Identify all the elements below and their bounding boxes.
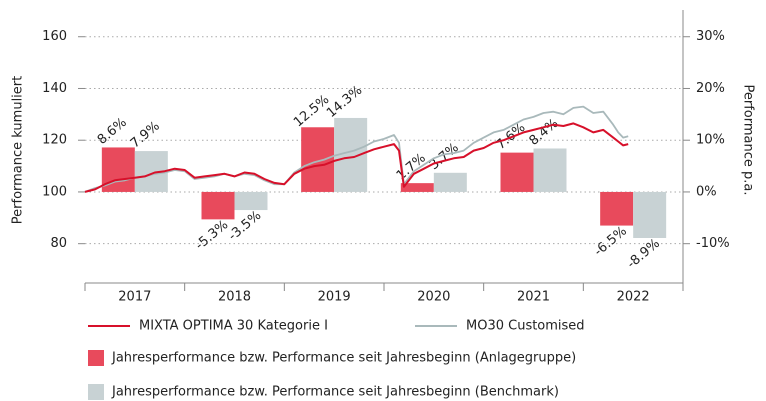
bar xyxy=(201,191,235,220)
y-tick-label: 120 xyxy=(42,133,67,148)
y-axis-label: Performance kumuliert xyxy=(11,76,26,224)
legend-swatch xyxy=(88,384,104,400)
y2-tick-label: 0% xyxy=(696,184,717,199)
legend-label: Jahresperformance bzw. Performance seit … xyxy=(111,385,559,400)
bar xyxy=(433,172,467,192)
legend-label: MO30 Customised xyxy=(466,319,585,334)
bar xyxy=(234,191,268,211)
x-tick-label: 2019 xyxy=(318,290,351,305)
line xyxy=(84,122,629,193)
line xyxy=(84,105,629,193)
bar xyxy=(533,148,567,192)
value-label: -5.3% xyxy=(193,217,232,253)
legend-label: MIXTA OPTIMA 30 Kategorie I xyxy=(139,319,328,334)
legend-label: Jahresperformance bzw. Performance seit … xyxy=(111,351,576,366)
legend-swatch xyxy=(88,350,104,366)
bar xyxy=(600,191,634,226)
value-label: 3.7% xyxy=(427,140,462,173)
value-label: -6.5% xyxy=(591,224,630,260)
value-label: 8.4% xyxy=(527,116,562,149)
y2-tick-label: -10% xyxy=(696,236,730,251)
bar xyxy=(633,191,667,238)
y-tick-label: 160 xyxy=(42,29,67,44)
bar xyxy=(400,183,434,192)
x-tick-label: 2022 xyxy=(617,290,650,305)
value-label: 8.6% xyxy=(95,115,130,148)
x-tick-label: 2017 xyxy=(118,290,151,305)
y2-axis-label: Performance p.a. xyxy=(741,85,756,196)
y-tick-label: 80 xyxy=(50,236,67,251)
x-tick-label: 2020 xyxy=(417,290,450,305)
x-tick-label: 2018 xyxy=(218,290,251,305)
bar xyxy=(301,127,335,192)
y-tick-label: 140 xyxy=(42,81,67,96)
value-label: -8.9% xyxy=(624,236,663,272)
value-label: 7.9% xyxy=(128,119,163,152)
y2-tick-label: 30% xyxy=(696,29,725,44)
bar xyxy=(500,152,534,192)
x-tick-label: 2021 xyxy=(517,290,550,305)
y-tick-label: 100 xyxy=(42,184,67,199)
y2-tick-label: 10% xyxy=(696,133,725,148)
y2-tick-label: 20% xyxy=(696,81,725,96)
